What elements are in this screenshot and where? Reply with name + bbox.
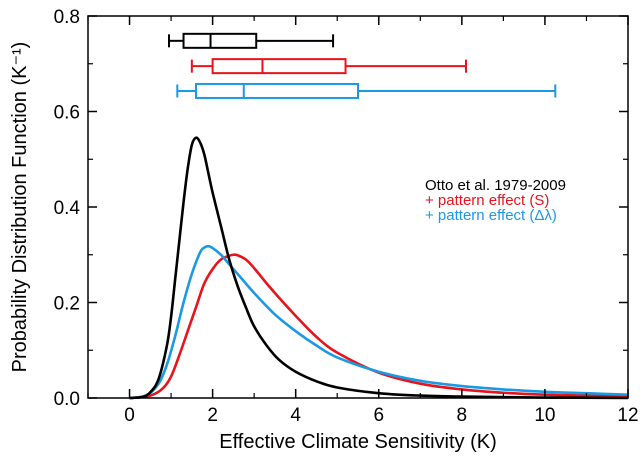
x-tick-label: 4 [290, 405, 301, 426]
boxplot-1 [190, 58, 467, 75]
iqr-box [211, 58, 347, 75]
y-axis-title: Probability Distribution Function (K⁻¹) [9, 42, 31, 373]
boxplot-2 [176, 82, 557, 99]
legend-entry-2: + pattern effect (Δλ) [425, 207, 557, 224]
legend-entry-1: + pattern effect (S) [425, 192, 549, 209]
y-tick-label: 0.0 [54, 389, 80, 410]
x-tick-label: 6 [373, 405, 384, 426]
y-tick-label: 0.6 [54, 103, 80, 124]
x-tick-label: 2 [207, 405, 218, 426]
boxplot-group [168, 32, 557, 99]
y-axis-ticks: 0.0 0.2 0.4 0.6 0.8 [54, 7, 628, 410]
x-tick-label: 8 [457, 405, 468, 426]
y-tick-label: 0.8 [54, 7, 80, 28]
x-axis-ticks: 0 2 4 6 8 10 12 [87, 16, 639, 426]
x-tick-label: 12 [617, 405, 638, 426]
y-tick-label: 0.2 [54, 294, 80, 315]
x-tick-label: 0 [124, 405, 135, 426]
x-axis-title: Effective Climate Sensitivity (K) [219, 431, 497, 453]
series-line-0 [129, 136, 629, 400]
legend: Otto et al. 1979-2009+ pattern effect (S… [425, 177, 566, 224]
series-curves [129, 136, 629, 400]
series-line-1 [129, 253, 629, 400]
y-tick-label: 0.4 [54, 198, 81, 219]
iqr-box [195, 82, 359, 99]
iqr-box [182, 32, 258, 49]
legend-entry-0: Otto et al. 1979-2009 [425, 177, 566, 194]
series-line-2 [129, 244, 629, 400]
x-tick-label: 10 [534, 405, 555, 426]
boxplot-0 [168, 32, 335, 49]
